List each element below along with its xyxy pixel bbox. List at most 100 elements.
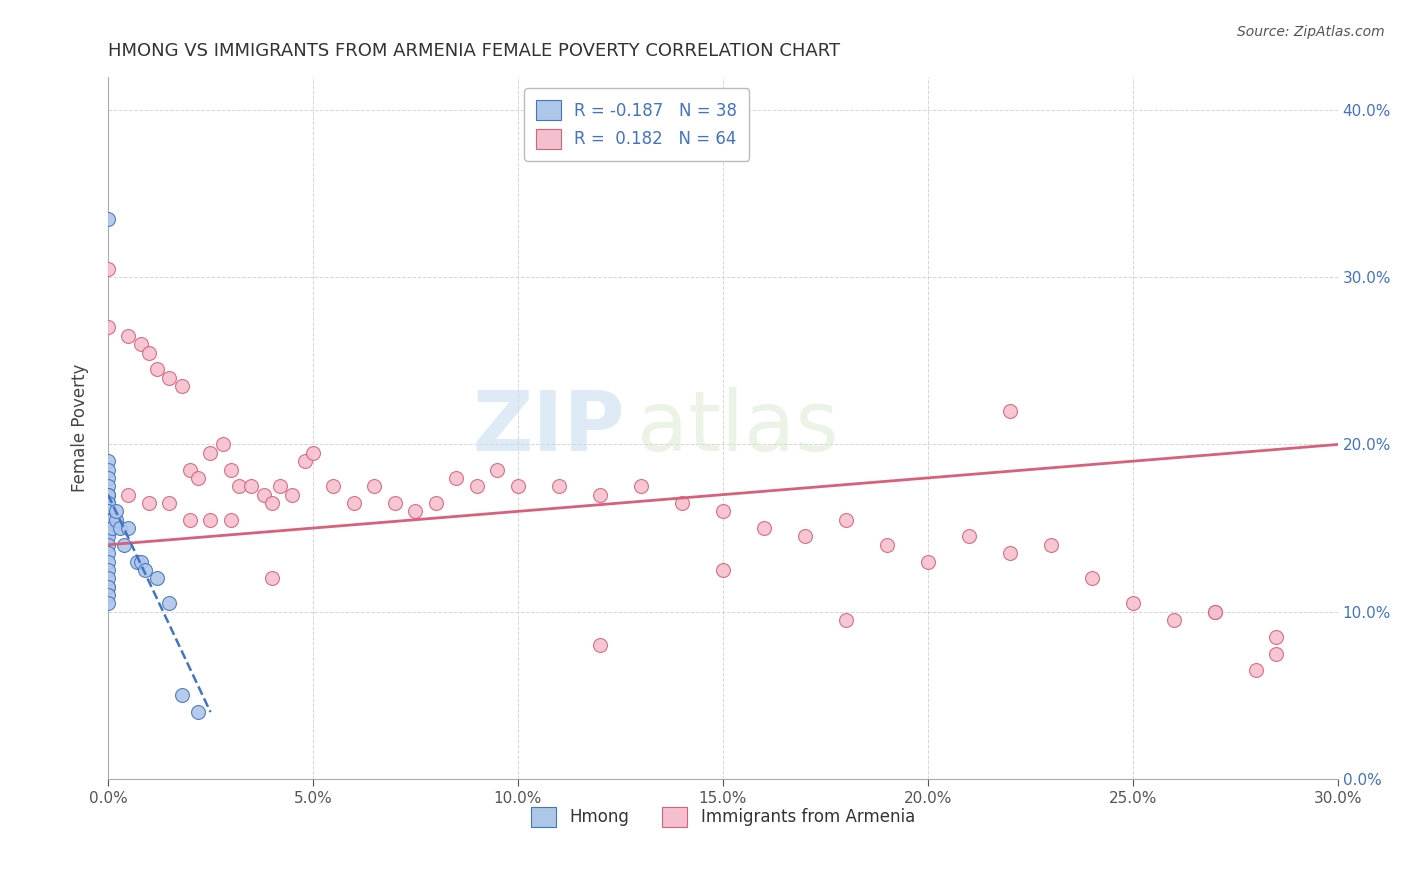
Point [260,496,283,510]
Point [302,446,325,460]
Point [97,524,120,539]
Point [671,496,693,510]
Point [1204,605,1226,619]
Point [1204,605,1226,619]
Point [97,571,120,585]
Point [97,496,120,510]
Y-axis label: Female Poverty: Female Poverty [72,364,89,492]
Point [322,479,344,493]
Point [97,580,120,594]
Point [506,479,529,493]
Text: atlas: atlas [637,387,838,468]
Point [97,479,120,493]
Point [97,471,120,485]
Point [134,563,156,577]
Point [200,446,222,460]
Point [589,638,612,652]
Point [589,488,612,502]
Point [917,555,939,569]
Point [97,580,120,594]
Point [465,479,488,493]
Point [876,538,898,552]
Point [228,479,250,493]
Point [97,596,120,610]
Point [240,479,263,493]
Point [219,513,242,527]
Point [101,521,124,535]
Point [711,563,734,577]
Point [97,588,120,602]
Point [97,546,120,560]
Point [105,513,128,527]
Point [97,488,120,502]
Point [159,370,181,384]
Point [711,504,734,518]
Point [752,521,775,535]
Point [793,529,815,543]
Point [170,688,193,702]
Point [179,513,201,527]
Point [146,362,169,376]
Point [97,538,120,552]
Point [170,379,193,393]
Point [97,504,120,518]
Point [101,513,124,527]
Point [97,320,120,334]
Point [253,488,276,502]
Point [1265,647,1288,661]
Point [200,513,222,527]
Point [97,462,120,476]
Point [384,496,406,510]
Point [1163,613,1185,627]
Point [97,555,120,569]
Point [129,337,152,351]
Point [125,555,148,569]
Point [97,563,120,577]
Point [1039,538,1062,552]
Point [159,496,181,510]
Point [1080,571,1102,585]
Point [187,705,209,719]
Text: Source: ZipAtlas.com: Source: ZipAtlas.com [1237,25,1385,39]
Point [97,454,120,468]
Point [97,513,120,527]
Point [404,504,426,518]
Point [97,496,120,510]
Point [97,211,120,226]
Point [211,437,233,451]
Point [998,404,1021,418]
Point [97,529,120,543]
Point [117,521,139,535]
Point [117,488,139,502]
Point [179,462,201,476]
Point [129,555,152,569]
Point [294,454,316,468]
Point [112,538,135,552]
Point [547,479,569,493]
Point [97,504,120,518]
Point [97,488,120,502]
Point [110,521,132,535]
Point [1122,596,1144,610]
Point [159,596,181,610]
Point [998,546,1021,560]
Point [630,479,652,493]
Point [260,571,283,585]
Legend: Hmong, Immigrants from Armenia: Hmong, Immigrants from Armenia [524,800,921,834]
Point [219,462,242,476]
Point [117,328,139,343]
Point [957,529,980,543]
Point [363,479,385,493]
Point [97,513,120,527]
Point [138,496,160,510]
Point [97,521,120,535]
Point [269,479,291,493]
Point [146,571,169,585]
Text: ZIP: ZIP [472,387,624,468]
Point [835,613,858,627]
Point [97,261,120,276]
Text: HMONG VS IMMIGRANTS FROM ARMENIA FEMALE POVERTY CORRELATION CHART: HMONG VS IMMIGRANTS FROM ARMENIA FEMALE … [108,42,841,60]
Point [486,462,509,476]
Point [1265,630,1288,644]
Point [105,504,128,518]
